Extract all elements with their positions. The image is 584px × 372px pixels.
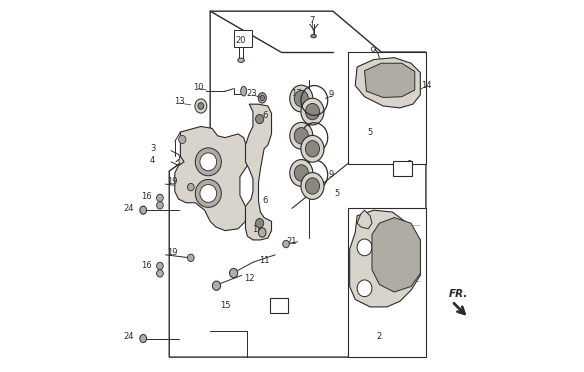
Text: 5: 5 xyxy=(367,128,373,137)
Ellipse shape xyxy=(301,173,324,199)
Ellipse shape xyxy=(290,85,313,112)
Text: 21: 21 xyxy=(286,237,297,246)
Text: 19: 19 xyxy=(167,177,178,186)
Ellipse shape xyxy=(198,103,204,109)
Ellipse shape xyxy=(200,153,217,171)
Text: 24: 24 xyxy=(123,204,134,213)
Text: 23: 23 xyxy=(247,89,258,98)
Text: 4: 4 xyxy=(150,156,155,165)
FancyBboxPatch shape xyxy=(234,30,252,46)
Ellipse shape xyxy=(357,239,372,256)
Ellipse shape xyxy=(187,254,194,262)
Ellipse shape xyxy=(187,183,194,191)
Ellipse shape xyxy=(260,95,265,101)
Ellipse shape xyxy=(157,202,164,209)
Ellipse shape xyxy=(305,103,319,120)
Polygon shape xyxy=(348,52,426,164)
Text: 18: 18 xyxy=(252,225,263,234)
Ellipse shape xyxy=(195,99,207,113)
Text: 22: 22 xyxy=(274,301,284,310)
FancyBboxPatch shape xyxy=(270,298,288,313)
Ellipse shape xyxy=(179,135,186,144)
Text: 22: 22 xyxy=(397,164,408,173)
Ellipse shape xyxy=(283,240,290,248)
Ellipse shape xyxy=(294,90,308,107)
Ellipse shape xyxy=(256,219,264,228)
Ellipse shape xyxy=(195,180,221,208)
Text: 17: 17 xyxy=(291,170,302,179)
Text: 10: 10 xyxy=(193,83,203,92)
Ellipse shape xyxy=(195,148,221,176)
Polygon shape xyxy=(348,208,426,357)
Ellipse shape xyxy=(200,185,217,202)
Text: 6: 6 xyxy=(263,111,268,120)
Text: 17: 17 xyxy=(291,89,302,97)
Ellipse shape xyxy=(301,98,324,125)
Polygon shape xyxy=(175,126,248,231)
Ellipse shape xyxy=(241,86,246,96)
Ellipse shape xyxy=(230,269,238,278)
Text: 9: 9 xyxy=(329,90,334,99)
Ellipse shape xyxy=(213,281,221,290)
Ellipse shape xyxy=(157,262,164,270)
Polygon shape xyxy=(355,58,420,108)
Ellipse shape xyxy=(258,93,266,103)
Polygon shape xyxy=(245,104,272,240)
Ellipse shape xyxy=(301,135,324,162)
Ellipse shape xyxy=(140,206,147,214)
Ellipse shape xyxy=(294,165,308,181)
Text: 3: 3 xyxy=(150,144,155,153)
Ellipse shape xyxy=(238,58,244,62)
Text: 6: 6 xyxy=(263,196,268,205)
Ellipse shape xyxy=(157,270,164,277)
Ellipse shape xyxy=(290,160,313,186)
Polygon shape xyxy=(350,210,420,307)
Text: 14: 14 xyxy=(420,81,431,90)
Ellipse shape xyxy=(305,141,319,157)
Polygon shape xyxy=(357,210,372,229)
Text: 8: 8 xyxy=(406,160,412,169)
Ellipse shape xyxy=(157,194,164,202)
Ellipse shape xyxy=(305,178,319,194)
Text: 16: 16 xyxy=(141,192,151,201)
FancyBboxPatch shape xyxy=(393,161,412,176)
Text: 20: 20 xyxy=(235,36,246,45)
Ellipse shape xyxy=(259,228,266,237)
Text: 24: 24 xyxy=(123,332,134,341)
Text: 16: 16 xyxy=(141,262,151,270)
Polygon shape xyxy=(372,218,420,292)
Text: 12: 12 xyxy=(244,274,255,283)
Text: FR.: FR. xyxy=(449,289,468,299)
Text: 15: 15 xyxy=(220,301,230,310)
Text: 9: 9 xyxy=(329,170,334,179)
Text: 7: 7 xyxy=(310,16,315,25)
Ellipse shape xyxy=(256,115,264,124)
Text: 13: 13 xyxy=(175,97,185,106)
Polygon shape xyxy=(169,11,426,357)
Text: 1: 1 xyxy=(303,131,308,140)
Ellipse shape xyxy=(179,156,186,165)
Polygon shape xyxy=(364,63,415,97)
Ellipse shape xyxy=(140,334,147,343)
Text: 11: 11 xyxy=(259,256,269,265)
Text: 5: 5 xyxy=(334,189,339,198)
Ellipse shape xyxy=(357,280,372,297)
Ellipse shape xyxy=(294,128,308,144)
Ellipse shape xyxy=(290,122,313,149)
Ellipse shape xyxy=(311,34,317,38)
Text: 19: 19 xyxy=(167,248,178,257)
Text: 2: 2 xyxy=(377,332,382,341)
